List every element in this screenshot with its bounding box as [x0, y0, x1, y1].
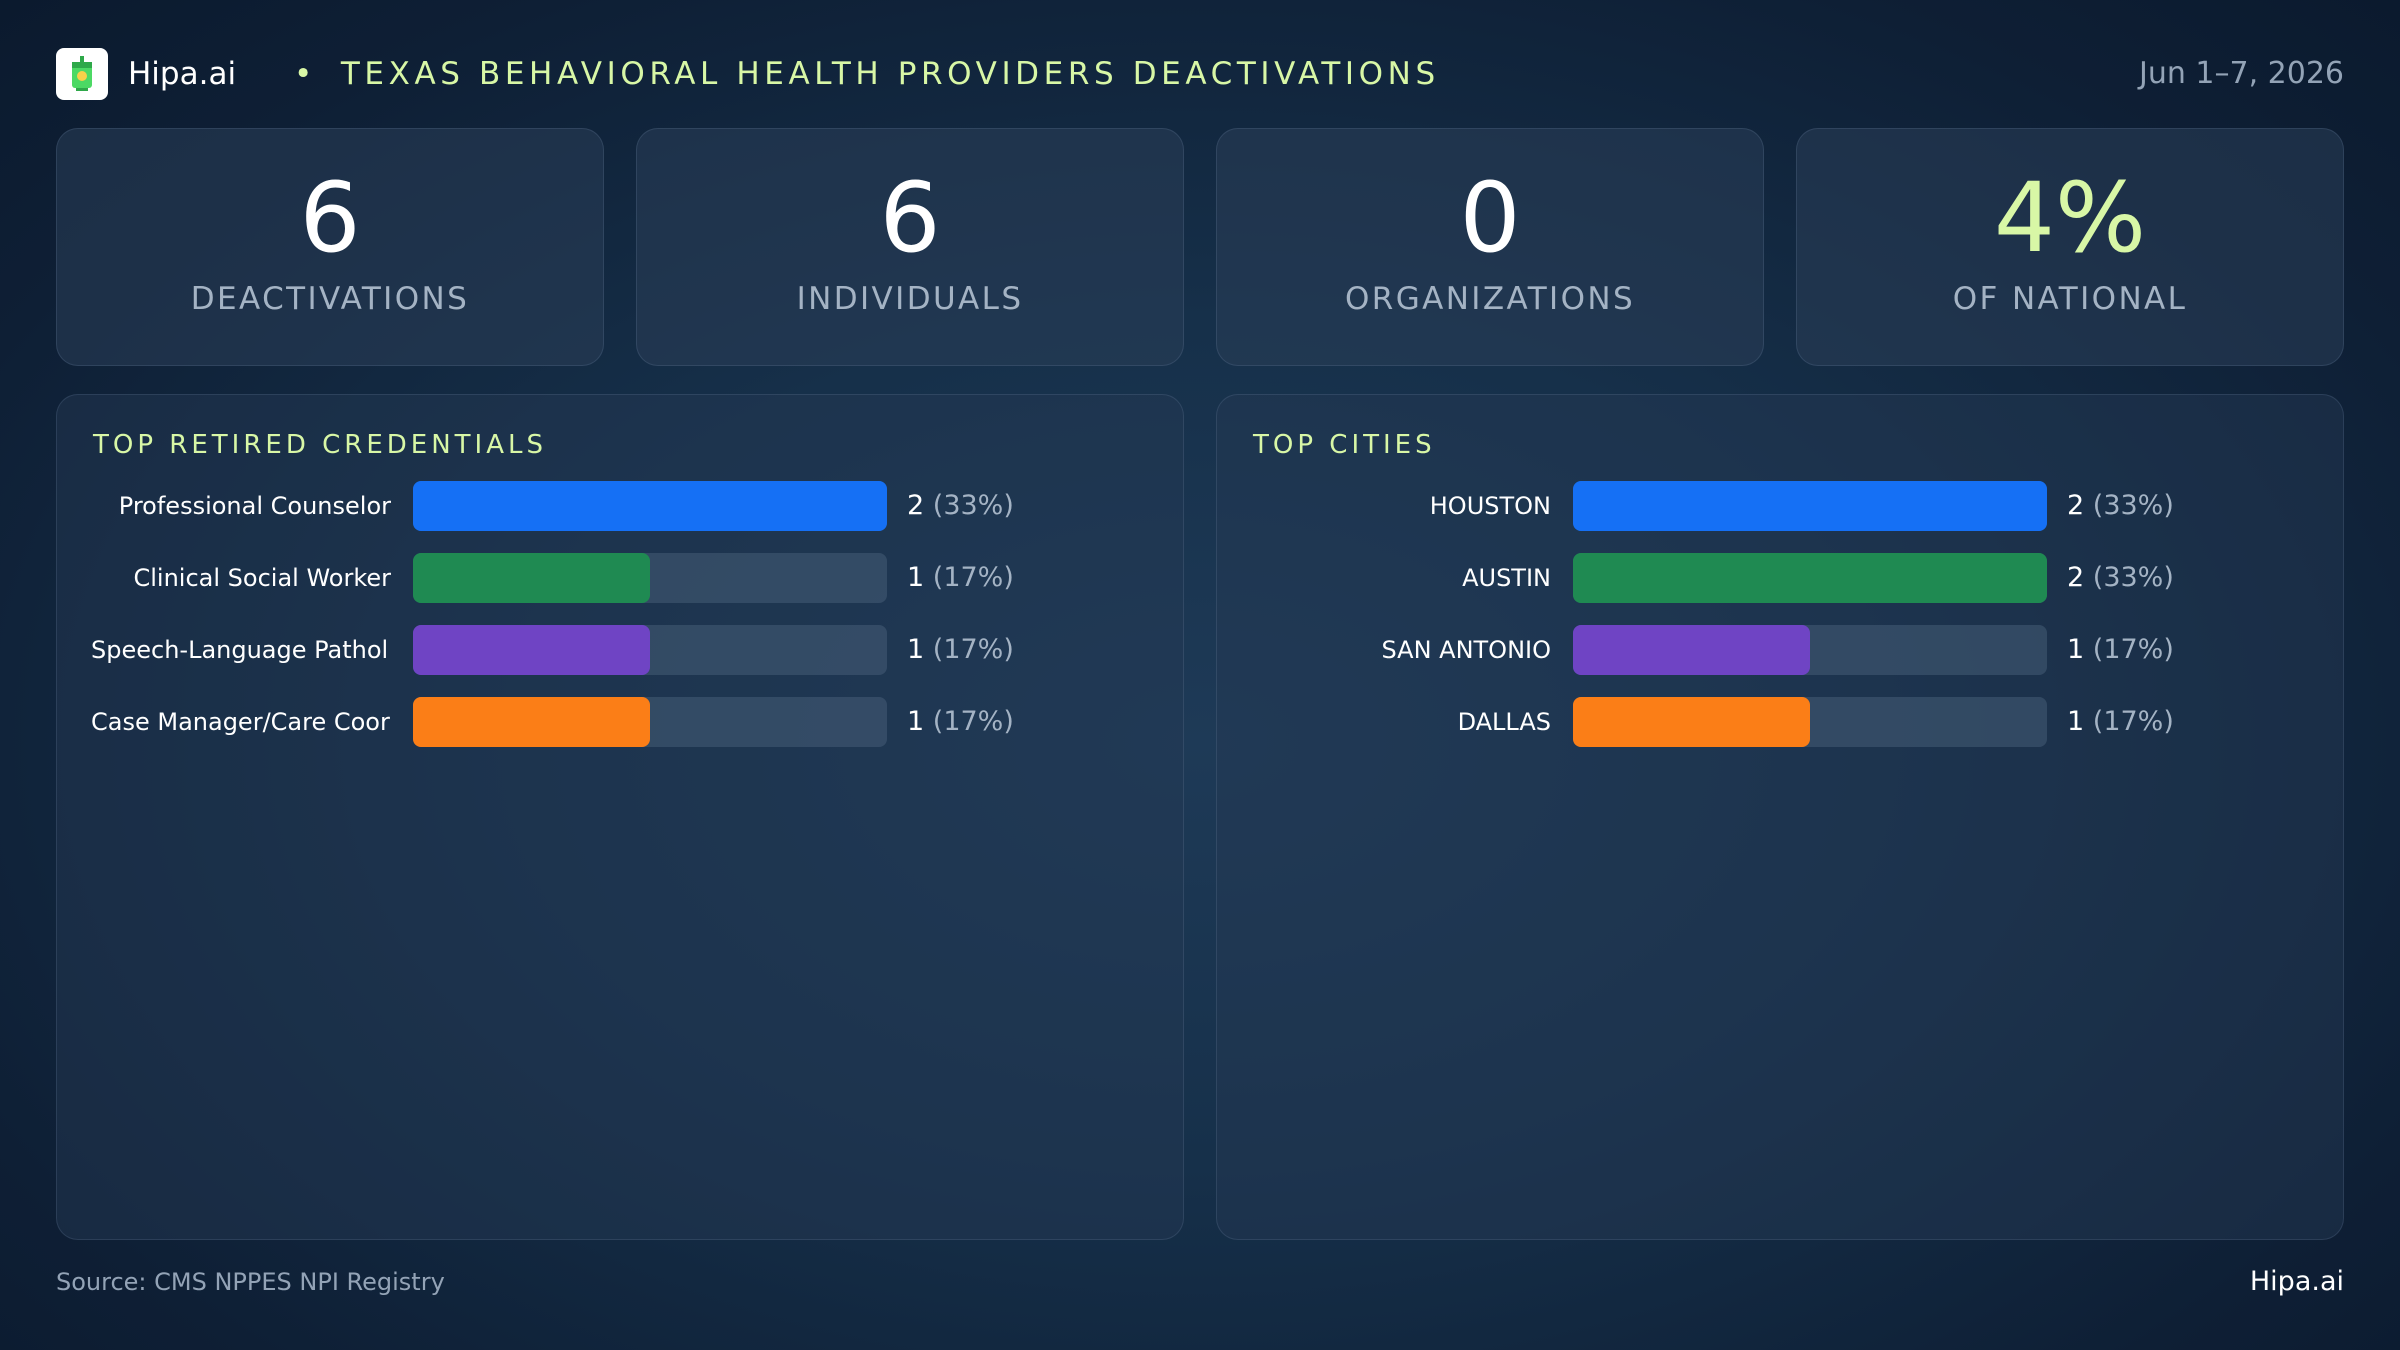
bar — [413, 625, 650, 675]
bar-category-label: AUSTIN — [1462, 564, 1551, 592]
bar-row: DALLAS 1 (17%) — [1217, 697, 2343, 747]
source-note: Source: CMS NPPES NPI Registry — [56, 1268, 445, 1296]
stat-value: 4% — [1993, 162, 2147, 274]
bar-percent: (17%) — [932, 634, 1014, 665]
bar-percent: (33%) — [2092, 490, 2174, 521]
stat-value: 6 — [879, 162, 941, 274]
bar-category-label: SAN ANTONIO — [1381, 636, 1551, 664]
brand-name: Hipa.ai — [128, 56, 237, 92]
chart-title: TOP CITIES — [1253, 430, 1436, 460]
bar — [1573, 481, 2047, 531]
bar-percent: (33%) — [932, 490, 1014, 521]
hipa-logo-icon — [56, 48, 108, 100]
bar-track — [413, 553, 887, 603]
bar-value-label: 1 (17%) — [907, 553, 1014, 603]
bar-value-label: 1 (17%) — [907, 697, 1014, 747]
stat-card-organizations: 0 ORGANIZATIONS — [1216, 128, 1764, 366]
bar-value: 2 — [2067, 490, 2085, 521]
bar-value: 2 — [2067, 562, 2085, 593]
bar-row: Clinical Social Worker 1 (17%) — [57, 553, 1183, 603]
date-range: Jun 1–7, 2026 — [2138, 56, 2344, 91]
page-title-text: TEXAS BEHAVIORAL HEALTH PROVIDERS DEACTI… — [340, 56, 1440, 92]
bar-track — [413, 697, 887, 747]
header: Hipa.ai • TEXAS BEHAVIORAL HEALTH PROVIDE… — [56, 46, 2344, 102]
bar-row: Professional Counselor 2 (33%) — [57, 481, 1183, 531]
bar-row: AUSTIN 2 (33%) — [1217, 553, 2343, 603]
stat-value: 0 — [1459, 162, 1521, 274]
bar-track — [1573, 481, 2047, 531]
bar-category-label: Speech-Language Pathol… — [91, 636, 391, 664]
bar — [413, 697, 650, 747]
bar-percent: (17%) — [2092, 706, 2174, 737]
stat-label: DEACTIVATIONS — [190, 281, 470, 317]
bar-value-label: 1 (17%) — [907, 625, 1014, 675]
bar-track — [1573, 625, 2047, 675]
bar-percent: (33%) — [2092, 562, 2174, 593]
page-title: • TEXAS BEHAVIORAL HEALTH PROVIDERS DEACT… — [294, 46, 1440, 102]
stat-label: INDIVIDUALS — [796, 281, 1024, 317]
bar-value: 1 — [2067, 706, 2085, 737]
bar-row: SAN ANTONIO 1 (17%) — [1217, 625, 2343, 675]
stat-label: OF NATIONAL — [1952, 281, 2188, 317]
credentials-chart-panel: TOP RETIRED CREDENTIALS Professional Cou… — [56, 394, 1184, 1240]
bar-value-label: 2 (33%) — [2067, 481, 2174, 531]
bar-value: 2 — [907, 490, 925, 521]
bar — [413, 481, 887, 531]
bar — [1573, 553, 2047, 603]
footer-brand: Hipa.ai — [2249, 1266, 2344, 1297]
bar-track — [1573, 697, 2047, 747]
bar-row: Case Manager/Care Coor… 1 (17%) — [57, 697, 1183, 747]
bar-value: 1 — [907, 706, 925, 737]
bar — [1573, 697, 1810, 747]
stat-card-national-share: 4% OF NATIONAL — [1796, 128, 2344, 366]
bar-category-label: Clinical Social Worker — [133, 564, 391, 592]
bar-value-label: 1 (17%) — [2067, 625, 2174, 675]
bar-percent: (17%) — [2092, 634, 2174, 665]
stat-card-deactivations: 6 DEACTIVATIONS — [56, 128, 604, 366]
bar-category-label: Case Manager/Care Coor… — [91, 708, 391, 736]
bar-value: 1 — [2067, 634, 2085, 665]
bar-value: 1 — [907, 562, 925, 593]
bar-row: HOUSTON 2 (33%) — [1217, 481, 2343, 531]
bar-value-label: 2 (33%) — [2067, 553, 2174, 603]
bar-track — [413, 625, 887, 675]
bar-category-label: DALLAS — [1457, 708, 1551, 736]
bar-percent: (17%) — [932, 706, 1014, 737]
chart-title: TOP RETIRED CREDENTIALS — [93, 430, 547, 460]
bar-value-label: 2 (33%) — [907, 481, 1014, 531]
stat-value: 6 — [299, 162, 361, 274]
bar — [1573, 625, 1810, 675]
cities-chart-panel: TOP CITIES HOUSTON 2 (33%) AUSTIN 2 (33%) SA… — [1216, 394, 2344, 1240]
bar-track — [1573, 553, 2047, 603]
title-separator: • — [294, 56, 317, 92]
bar-category-label: HOUSTON — [1429, 492, 1551, 520]
bar-track — [413, 481, 887, 531]
bar-row: Speech-Language Pathol… 1 (17%) — [57, 625, 1183, 675]
stat-card-individuals: 6 INDIVIDUALS — [636, 128, 1184, 366]
bar-value-label: 1 (17%) — [2067, 697, 2174, 747]
stat-label: ORGANIZATIONS — [1344, 281, 1636, 317]
bar-percent: (17%) — [932, 562, 1014, 593]
bar — [413, 553, 650, 603]
bar-category-label: Professional Counselor — [118, 492, 391, 520]
bar-value: 1 — [907, 634, 925, 665]
